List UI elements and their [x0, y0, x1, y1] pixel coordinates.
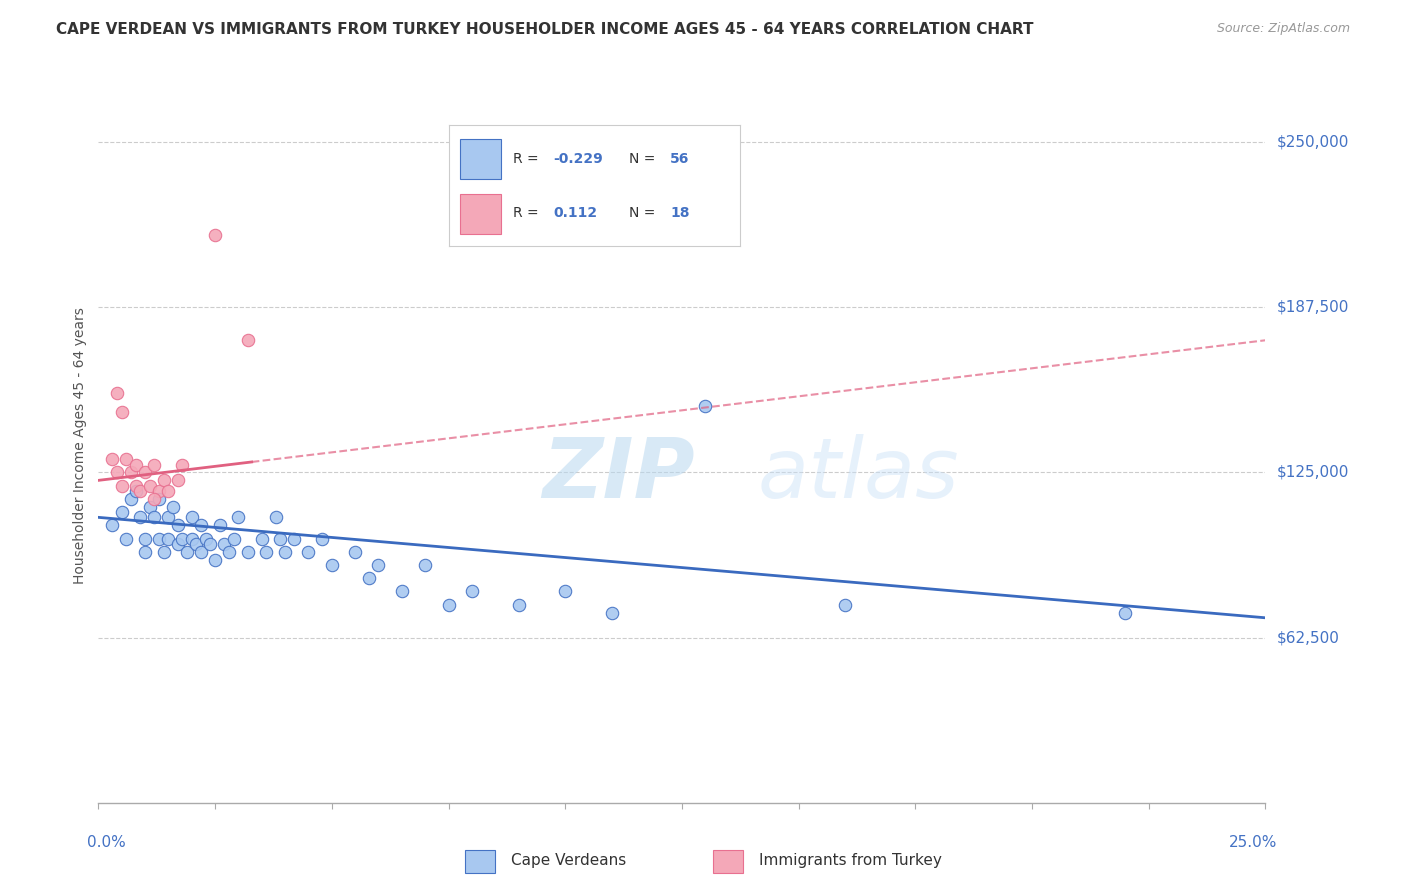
Text: $250,000: $250,000 — [1277, 135, 1350, 150]
Point — [311, 532, 333, 546]
Point — [148, 491, 170, 506]
Text: CAPE VERDEAN VS IMMIGRANTS FROM TURKEY HOUSEHOLDER INCOME AGES 45 - 64 YEARS COR: CAPE VERDEAN VS IMMIGRANTS FROM TURKEY H… — [56, 22, 1033, 37]
Point — [359, 571, 381, 585]
Point — [134, 532, 156, 546]
Point — [115, 452, 138, 467]
Point — [129, 510, 152, 524]
Point — [236, 545, 259, 559]
Point — [157, 510, 180, 524]
Point — [236, 333, 259, 347]
Text: ZIP: ZIP — [541, 434, 695, 515]
Y-axis label: Householder Income Ages 45 - 64 years: Householder Income Ages 45 - 64 years — [73, 308, 87, 584]
Point — [214, 537, 236, 551]
Point — [204, 227, 226, 242]
Point — [139, 500, 162, 514]
Point — [101, 452, 124, 467]
Point — [600, 606, 623, 620]
Point — [152, 545, 174, 559]
Point — [157, 483, 180, 498]
Text: 25.0%: 25.0% — [1229, 835, 1277, 850]
Point — [148, 483, 170, 498]
Text: Immigrants from Turkey: Immigrants from Turkey — [759, 854, 942, 868]
Point — [190, 545, 212, 559]
Text: Cape Verdeans: Cape Verdeans — [510, 854, 626, 868]
Point — [125, 478, 148, 492]
Point — [321, 558, 343, 572]
Point — [166, 518, 188, 533]
Point — [143, 510, 166, 524]
Point — [200, 537, 222, 551]
Point — [391, 584, 413, 599]
Point — [115, 532, 138, 546]
Point — [186, 537, 208, 551]
Point — [125, 483, 148, 498]
Point — [143, 458, 166, 472]
Point — [297, 545, 319, 559]
Point — [554, 584, 576, 599]
Point — [218, 545, 240, 559]
Point — [264, 510, 287, 524]
Point — [105, 386, 128, 401]
Point — [111, 478, 134, 492]
Point — [344, 545, 367, 559]
Point — [157, 532, 180, 546]
Point — [190, 518, 212, 533]
Point — [508, 598, 530, 612]
Point — [148, 532, 170, 546]
Text: $125,000: $125,000 — [1277, 465, 1350, 480]
Point — [834, 598, 856, 612]
FancyBboxPatch shape — [465, 850, 495, 873]
Point — [172, 458, 194, 472]
Text: $187,500: $187,500 — [1277, 300, 1350, 315]
Point — [101, 518, 124, 533]
Point — [180, 532, 202, 546]
Point — [1114, 606, 1136, 620]
Point — [129, 483, 152, 498]
Point — [194, 532, 217, 546]
Point — [120, 466, 142, 480]
Point — [176, 545, 198, 559]
Text: atlas: atlas — [758, 434, 959, 515]
Point — [269, 532, 291, 546]
FancyBboxPatch shape — [713, 850, 744, 873]
Point — [222, 532, 245, 546]
Point — [152, 474, 174, 488]
Point — [437, 598, 460, 612]
Point — [139, 478, 162, 492]
Point — [461, 584, 484, 599]
Point — [143, 491, 166, 506]
Point — [111, 505, 134, 519]
Point — [134, 545, 156, 559]
Point — [180, 510, 202, 524]
Point — [166, 537, 188, 551]
Point — [283, 532, 305, 546]
Point — [208, 518, 231, 533]
Point — [228, 510, 250, 524]
Point — [695, 400, 717, 414]
Point — [166, 474, 188, 488]
Text: 0.0%: 0.0% — [87, 835, 125, 850]
Point — [204, 552, 226, 566]
Point — [367, 558, 389, 572]
Point — [250, 532, 273, 546]
Point — [125, 458, 148, 472]
Point — [111, 404, 134, 418]
Point — [274, 545, 297, 559]
Point — [413, 558, 436, 572]
Point — [256, 545, 278, 559]
Point — [162, 500, 184, 514]
Point — [120, 491, 142, 506]
Point — [134, 466, 156, 480]
Point — [172, 532, 194, 546]
Point — [105, 466, 128, 480]
Text: Source: ZipAtlas.com: Source: ZipAtlas.com — [1216, 22, 1350, 36]
Text: $62,500: $62,500 — [1277, 630, 1340, 645]
